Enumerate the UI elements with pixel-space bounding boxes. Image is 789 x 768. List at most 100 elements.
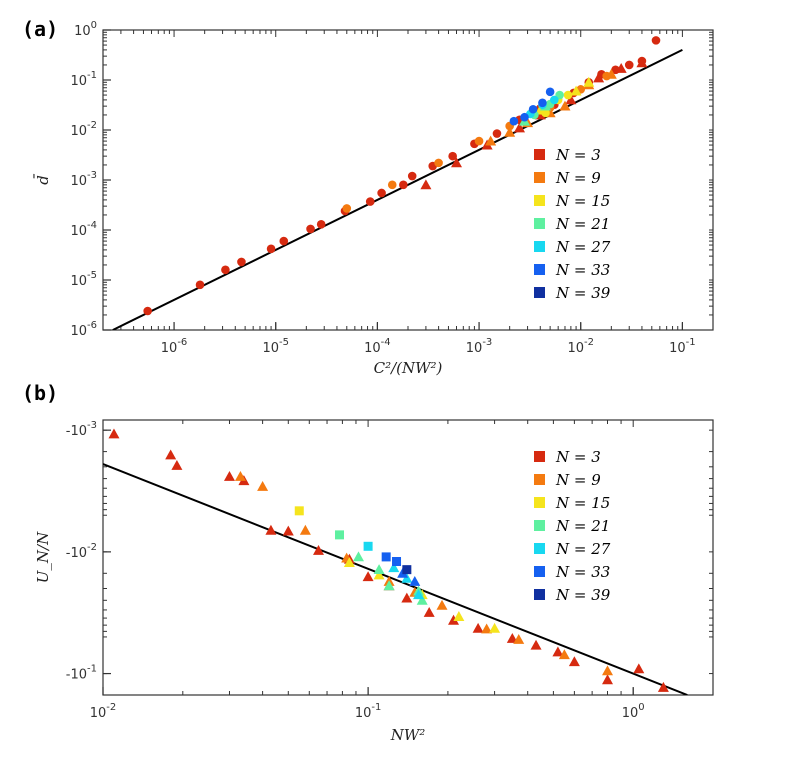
data-point-triangle	[265, 524, 277, 535]
data-point-circle	[651, 36, 661, 45]
fit-line	[103, 463, 688, 695]
x-tick-label: 10-2	[567, 337, 594, 356]
data-point-triangle	[583, 76, 595, 87]
x-axis-label: NW²	[390, 726, 426, 744]
x-tick-label: 10-4	[364, 337, 391, 356]
data-point-square	[381, 552, 391, 562]
legend-swatch	[534, 195, 545, 206]
data-point-triangle	[636, 57, 648, 68]
data-point-circle	[237, 257, 246, 267]
y-axis-label: d̄	[34, 174, 52, 185]
data-point-triangle	[423, 607, 435, 617]
y-tick-label: 10-4	[70, 220, 97, 239]
legend: N = 3 N = 9 N = 15 N = 21 N = 27 N = 33 N = 39	[534, 448, 611, 604]
data-point-circle	[387, 180, 397, 190]
data-point-circle	[528, 104, 538, 114]
x-tick-label: 100	[622, 702, 645, 721]
legend-swatch	[534, 264, 545, 275]
data-point-circle	[365, 197, 375, 206]
data-point-triangle	[234, 470, 246, 481]
legend-label: N = 27	[555, 540, 611, 558]
legend-label: N = 33	[555, 563, 610, 581]
x-tick-label: 10-5	[262, 337, 289, 356]
legend-label: N = 39	[555, 284, 611, 302]
data-point-triangle	[299, 524, 311, 535]
data-point-circle	[279, 236, 289, 246]
legend-label: N = 9	[555, 471, 601, 489]
x-axis-label: C²/(NW²)	[374, 359, 443, 377]
legend-label: N = 27	[555, 238, 611, 256]
data-point-circle	[550, 95, 559, 105]
plot-frame	[102, 29, 714, 331]
x-tick-label: 10-3	[466, 337, 493, 356]
legend-label: N = 3	[555, 448, 601, 466]
marks	[103, 428, 688, 695]
data-point-triangle	[506, 632, 518, 643]
data-point-circle	[342, 204, 352, 213]
y-tick-label: 100	[74, 20, 97, 39]
legend-swatch	[534, 520, 545, 531]
data-point-triangle	[409, 575, 421, 586]
data-point-triangle	[504, 126, 516, 137]
legend-swatch	[534, 543, 545, 554]
data-point-triangle	[448, 614, 460, 625]
legend-label: N = 39	[555, 586, 611, 604]
data-point-triangle	[530, 639, 542, 650]
x-tick-label: 10-1	[669, 337, 696, 356]
data-point-circle	[538, 98, 547, 108]
data-point-triangle	[514, 122, 526, 133]
data-point-triangle	[615, 62, 627, 73]
data-point-triangle	[383, 580, 395, 591]
y-tick-label: -10-1	[66, 664, 97, 683]
data-point-circle	[520, 112, 529, 122]
panel-label: (a)	[22, 17, 58, 41]
data-point-square	[363, 541, 373, 551]
y-tick-label: 10-6	[70, 320, 97, 339]
data-point-triangle	[559, 100, 571, 111]
data-point-triangle	[416, 594, 428, 605]
data-point-triangle	[472, 622, 484, 633]
data-point-triangle	[373, 564, 385, 575]
data-point-circle	[545, 87, 555, 97]
data-point-triangle	[413, 589, 425, 600]
legend-swatch	[534, 218, 545, 229]
legend-swatch	[534, 172, 545, 183]
data-point-circle	[624, 60, 634, 70]
data-point-square	[402, 565, 412, 575]
data-point-triangle	[313, 545, 325, 555]
data-point-triangle	[453, 611, 465, 621]
legend-swatch	[534, 149, 545, 160]
data-point-triangle	[362, 571, 374, 582]
data-point-circle	[448, 151, 457, 161]
data-point-circle	[221, 265, 230, 275]
data-point-triangle	[436, 599, 448, 610]
data-point-triangle	[602, 665, 614, 676]
data-point-circle	[399, 180, 408, 190]
data-point-triangle	[451, 157, 463, 168]
data-point-triangle	[565, 94, 577, 105]
data-point-triangle	[485, 135, 497, 146]
data-point-triangle	[165, 449, 177, 460]
panel-a: (a) 10-6 10-5 10-4 10-3 10-2 10-1 10-6 10-5 10-4 1…	[22, 17, 714, 377]
data-point-triangle	[513, 634, 525, 644]
plot-frame	[102, 419, 714, 696]
data-point-triangle	[352, 551, 364, 562]
marks	[112, 36, 683, 330]
data-point-triangle	[223, 470, 235, 481]
y-tick-label: -10-3	[66, 420, 97, 439]
x-tick-label: 10-1	[355, 702, 382, 721]
data-point-triangle	[171, 459, 183, 470]
data-point-circle	[407, 171, 417, 181]
y-tick-label: 10-3	[70, 170, 97, 189]
data-point-circle	[563, 90, 573, 100]
data-point-triangle	[605, 68, 617, 79]
legend-swatch	[534, 241, 545, 252]
data-point-square	[294, 506, 304, 516]
y-tick-label: 10-5	[70, 270, 97, 289]
legend-label: N = 21	[555, 517, 610, 535]
legend-swatch	[534, 589, 545, 600]
data-point-triangle	[257, 480, 269, 491]
data-point-circle	[143, 306, 152, 316]
legend-label: N = 3	[555, 146, 601, 164]
data-point-circle	[306, 224, 315, 234]
